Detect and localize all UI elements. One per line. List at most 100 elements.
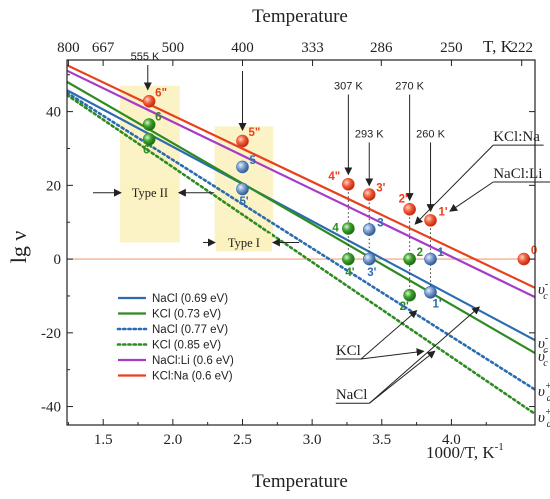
series-end-sup: + bbox=[545, 407, 550, 418]
series-end-sub: c bbox=[543, 345, 548, 356]
x-tick-label: 1.5 bbox=[94, 432, 113, 448]
y-tick-label: -40 bbox=[41, 400, 61, 416]
type-box-label: Type I bbox=[228, 236, 260, 250]
callout-arrow bbox=[369, 350, 436, 404]
data-point bbox=[403, 288, 416, 302]
top-tick-label: 222 bbox=[510, 40, 533, 56]
data-point-label: 3' bbox=[367, 267, 376, 279]
data-point-label: 4' bbox=[345, 267, 354, 279]
x-tick-label: 3.5 bbox=[372, 432, 391, 448]
series-line bbox=[67, 93, 535, 416]
data-point bbox=[142, 94, 156, 108]
x-tick-label: 4.0 bbox=[442, 432, 461, 448]
data-point-label: 6" bbox=[155, 87, 167, 99]
type-box bbox=[119, 85, 180, 243]
series-end-sub: c bbox=[543, 291, 548, 302]
data-point-label: 3' bbox=[376, 183, 385, 195]
legend-label: NaCl (0.69 eV) bbox=[152, 293, 228, 305]
data-point bbox=[403, 252, 416, 266]
type-label-bg bbox=[121, 183, 178, 202]
plot-frame bbox=[66, 59, 536, 426]
top-tick-label: 800 bbox=[57, 40, 80, 56]
data-point bbox=[403, 203, 416, 216]
points-layer: 6" 6 6' 5" 5 5' 4" 4 4' 3' 3 3' 2' 2 2' 1' 1 1' 0 bbox=[142, 87, 537, 313]
series-end-label: υ-c bbox=[538, 279, 548, 302]
type-box-label: Type II bbox=[132, 186, 168, 200]
x-axis-title-top: Temperature bbox=[252, 6, 348, 27]
x-tick-label: 3.0 bbox=[303, 432, 322, 448]
series-end-label: υ-c bbox=[538, 333, 548, 356]
callout-arrow bbox=[360, 348, 425, 360]
series-end-label: υ-c bbox=[538, 346, 548, 369]
data-point-label: 6 bbox=[155, 112, 161, 124]
callout-label: KCl bbox=[336, 343, 361, 359]
legend-label: KCl (0.85 eV) bbox=[152, 340, 221, 352]
callout-arrow bbox=[414, 144, 494, 225]
series-end-sup: - bbox=[545, 279, 548, 290]
data-point-label: 6' bbox=[143, 144, 152, 156]
series-line bbox=[67, 89, 535, 342]
callout-arrow bbox=[449, 181, 494, 212]
data-point-label: 0 bbox=[531, 245, 537, 257]
temp-annotation-label: 293 K bbox=[355, 128, 384, 140]
series-end-symbol: υ bbox=[538, 349, 545, 365]
series-end-sub: a bbox=[547, 393, 550, 404]
y-axis-title: lg ν bbox=[6, 231, 31, 264]
temp-annotation-label: 270 K bbox=[395, 80, 424, 92]
series-end-symbol: υ bbox=[538, 410, 545, 426]
data-point-label: 2' bbox=[400, 301, 409, 313]
data-point-label: 5 bbox=[250, 155, 257, 167]
data-point bbox=[424, 214, 437, 227]
data-point bbox=[236, 160, 249, 174]
x-unit-label-text: 1000/T, K bbox=[426, 443, 495, 462]
temp-annotation-label: 555 K bbox=[131, 51, 160, 63]
data-point bbox=[362, 188, 376, 201]
data-point-label: 1 bbox=[438, 247, 445, 259]
legend-layer: NaCl (0.69 eV) KCl (0.73 eV) NaCl (0.77 eV… bbox=[116, 293, 234, 383]
callout-arrow bbox=[369, 306, 481, 404]
x-tick-label: 2.5 bbox=[233, 432, 252, 448]
data-point-label: 3 bbox=[377, 218, 383, 230]
legend-label: NaCl:Li (0.6 eV) bbox=[152, 355, 234, 367]
type-label-bg bbox=[215, 233, 272, 252]
top-tick-label: 286 bbox=[370, 40, 393, 56]
legend-label: KCl:Na (0.6 eV) bbox=[152, 371, 233, 383]
data-point-label: 1' bbox=[439, 206, 448, 218]
data-point-label: 2 bbox=[417, 247, 423, 259]
series-end-symbol: υ bbox=[538, 282, 545, 298]
series-end-sub: a bbox=[547, 419, 550, 430]
series-end-sub: c bbox=[543, 358, 548, 369]
data-point bbox=[362, 252, 376, 266]
data-point-label: 2' bbox=[399, 193, 408, 205]
series-end-sup: - bbox=[545, 346, 548, 357]
annotations-layer: 555 K 307 K 293 K 270 K 260 K Type II Type I KC… bbox=[93, 51, 550, 430]
data-point bbox=[424, 252, 437, 266]
top-tick-label: 250 bbox=[440, 40, 463, 56]
callout-label: KCl:Na bbox=[493, 129, 540, 145]
series-end-symbol: υ bbox=[538, 384, 545, 400]
data-point bbox=[342, 177, 355, 191]
data-point bbox=[342, 222, 355, 235]
legend-label: KCl (0.73 eV) bbox=[152, 309, 221, 321]
x-unit-label-exp: -1 bbox=[495, 441, 504, 453]
y-tick-label: 20 bbox=[46, 178, 61, 194]
legend-label: NaCl (0.77 eV) bbox=[152, 324, 228, 336]
data-point bbox=[236, 182, 249, 196]
callout-arrow bbox=[360, 310, 418, 360]
y-tick-label: 0 bbox=[54, 252, 62, 268]
data-point bbox=[142, 132, 156, 146]
top-tick-label: 333 bbox=[301, 40, 324, 56]
top-tick-label: 500 bbox=[162, 40, 185, 56]
data-point-label: 4" bbox=[328, 171, 340, 183]
series-end-sup: - bbox=[545, 333, 548, 344]
series-line bbox=[67, 69, 535, 299]
callout-label: NaCl bbox=[336, 387, 368, 403]
y-tick-label: 40 bbox=[46, 105, 61, 121]
top-tick-label: 400 bbox=[231, 40, 254, 56]
data-point bbox=[236, 134, 249, 148]
data-point bbox=[142, 118, 156, 131]
top-unit-label: T, K bbox=[483, 37, 514, 56]
x-tick-label: 2.0 bbox=[163, 432, 182, 448]
series-end-symbol: υ bbox=[538, 336, 545, 352]
